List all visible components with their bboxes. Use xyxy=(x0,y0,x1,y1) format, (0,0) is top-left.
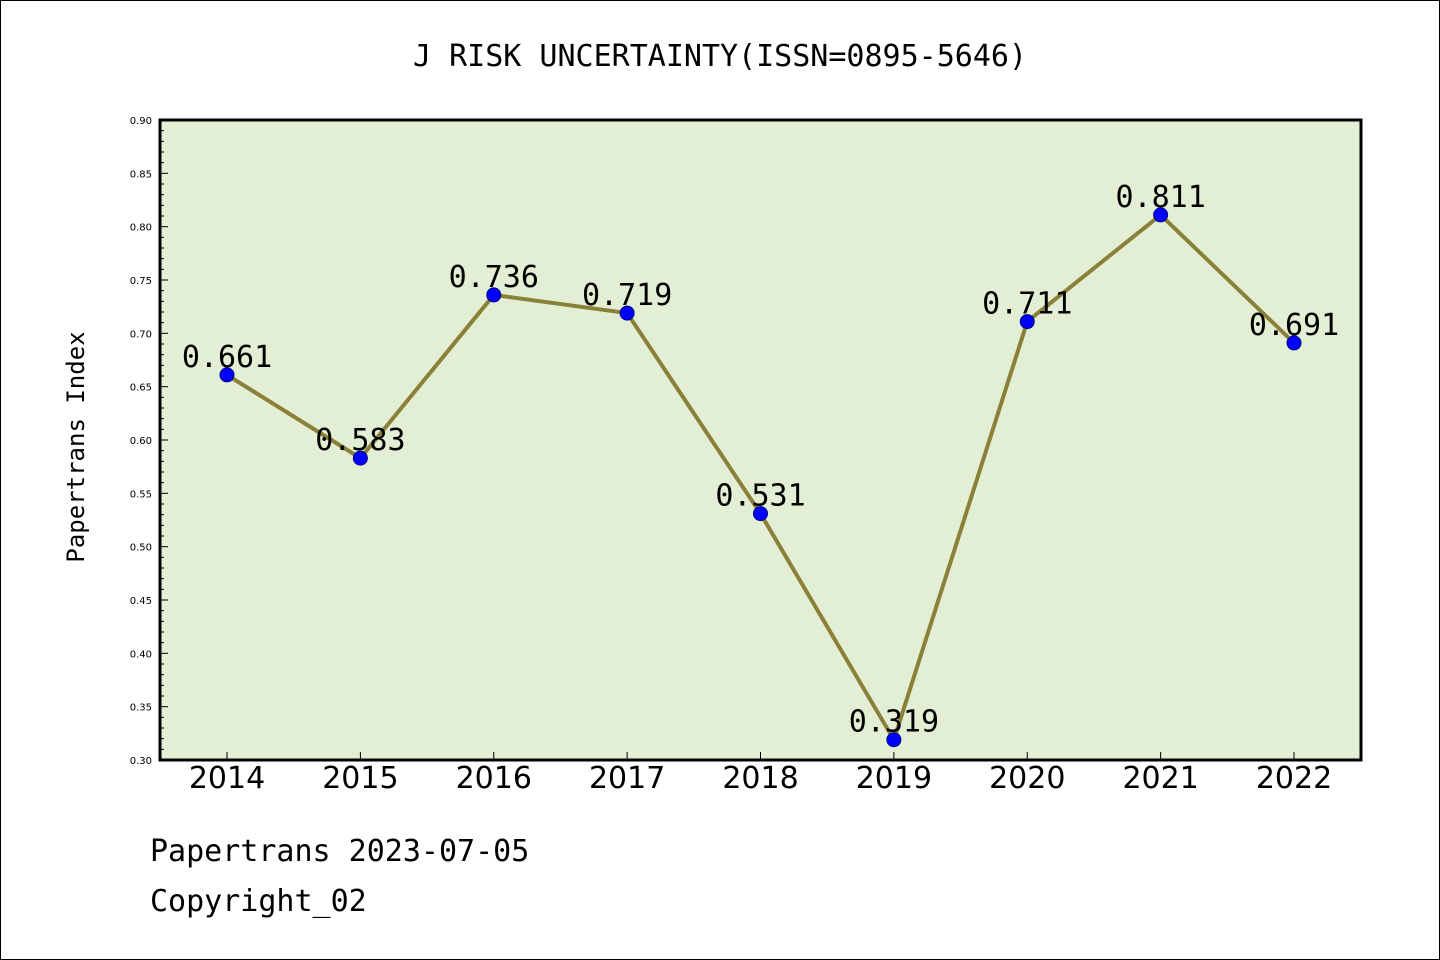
y-tick-label: 0.30 xyxy=(130,756,152,767)
data-label: 0.719 xyxy=(582,278,672,313)
y-tick-label: 0.50 xyxy=(130,543,152,554)
footer-copyright: Copyright_02 xyxy=(150,884,367,919)
data-point-marker xyxy=(753,506,768,522)
x-tick-label: 2017 xyxy=(589,761,665,796)
y-tick-label: 0.90 xyxy=(130,116,152,127)
x-tick-label: 2019 xyxy=(856,761,932,796)
y-tick-label: 0.45 xyxy=(130,596,152,607)
data-point-marker xyxy=(1286,335,1302,351)
x-tick-label: 2018 xyxy=(722,761,798,796)
data-label: 0.811 xyxy=(1115,180,1205,215)
data-point-marker xyxy=(1019,314,1035,330)
y-tick-label: 0.35 xyxy=(130,703,152,714)
data-point-marker xyxy=(619,305,635,321)
y-tick-label: 0.65 xyxy=(130,383,152,394)
data-label: 0.711 xyxy=(982,287,1072,322)
x-tick-label: 2022 xyxy=(1256,761,1332,796)
data-label: 0.531 xyxy=(715,479,805,514)
y-tick-label: 0.70 xyxy=(130,329,152,340)
y-tick-label: 0.75 xyxy=(130,276,152,287)
y-tick-label: 0.40 xyxy=(130,649,152,660)
data-label: 0.661 xyxy=(182,340,272,375)
x-tick-label: 2014 xyxy=(189,761,265,796)
data-point-marker xyxy=(1153,207,1169,223)
data-label: 0.319 xyxy=(849,705,939,740)
data-point-marker xyxy=(486,287,502,303)
footer-date: Papertrans 2023-07-05 xyxy=(150,834,530,869)
y-axis-label: Papertrans Index xyxy=(62,331,90,562)
x-tick-label: 2021 xyxy=(1122,761,1198,796)
y-tick-label: 0.80 xyxy=(130,223,152,234)
data-label: 0.691 xyxy=(1249,308,1339,343)
y-tick-label: 0.60 xyxy=(130,436,152,447)
x-tick-label: 2020 xyxy=(989,761,1065,796)
y-tick-label: 0.85 xyxy=(130,169,152,180)
data-point-marker xyxy=(352,450,368,466)
x-tick-label: 2016 xyxy=(456,761,532,796)
plot-area xyxy=(160,120,1361,760)
x-tick-label: 2015 xyxy=(322,761,398,796)
chart-title: J RISK UNCERTAINTY(ISSN=0895-5646) xyxy=(413,39,1027,74)
data-point-marker xyxy=(886,732,902,748)
y-tick-label: 0.55 xyxy=(130,489,152,500)
plot-border xyxy=(158,118,1363,762)
data-label: 0.583 xyxy=(315,423,405,458)
data-point-marker xyxy=(219,367,235,383)
data-label: 0.736 xyxy=(449,260,539,295)
